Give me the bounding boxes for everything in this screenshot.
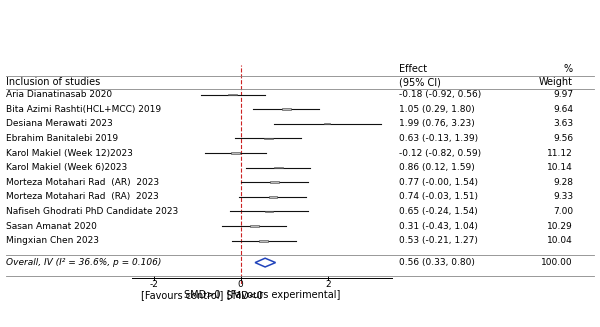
Text: Morteza Motahari Rad  (AR)  2023: Morteza Motahari Rad (AR) 2023 — [6, 178, 159, 187]
Text: Aria Dianatinasab 2020: Aria Dianatinasab 2020 — [6, 90, 112, 99]
Text: 10.29: 10.29 — [547, 222, 573, 231]
Text: %: % — [564, 64, 573, 74]
Text: Weight: Weight — [539, 77, 573, 87]
Text: 0.74 (-0.03, 1.51): 0.74 (-0.03, 1.51) — [399, 192, 478, 201]
Text: 0: 0 — [238, 280, 244, 289]
Text: -0.12 (-0.82, 0.59): -0.12 (-0.82, 0.59) — [399, 148, 481, 158]
Text: 10.04: 10.04 — [547, 236, 573, 245]
FancyBboxPatch shape — [274, 167, 283, 168]
FancyBboxPatch shape — [229, 94, 238, 95]
Text: 9.64: 9.64 — [553, 105, 573, 114]
Text: 7.00: 7.00 — [553, 207, 573, 216]
FancyBboxPatch shape — [231, 152, 241, 154]
Polygon shape — [255, 258, 275, 267]
FancyBboxPatch shape — [264, 138, 272, 139]
Text: 9.56: 9.56 — [553, 134, 573, 143]
Text: 9.28: 9.28 — [553, 178, 573, 187]
Text: -0.18 (-0.92, 0.56): -0.18 (-0.92, 0.56) — [399, 90, 481, 99]
Text: [Favours control] SMD<0: [Favours control] SMD<0 — [140, 290, 263, 300]
Text: 11.12: 11.12 — [547, 148, 573, 158]
Text: 3.63: 3.63 — [553, 119, 573, 128]
FancyBboxPatch shape — [250, 225, 259, 227]
FancyBboxPatch shape — [324, 123, 331, 124]
Text: 9.33: 9.33 — [553, 192, 573, 201]
Text: Morteza Motahari Rad  (RA)  2023: Morteza Motahari Rad (RA) 2023 — [6, 192, 159, 201]
Text: Inclusion of studies: Inclusion of studies — [6, 77, 100, 87]
Text: 0.56 (0.33, 0.80): 0.56 (0.33, 0.80) — [399, 258, 475, 267]
Text: 1.99 (0.76, 3.23): 1.99 (0.76, 3.23) — [399, 119, 475, 128]
Text: 10.14: 10.14 — [547, 163, 573, 172]
FancyBboxPatch shape — [282, 108, 291, 110]
FancyBboxPatch shape — [269, 196, 277, 198]
Text: Effect: Effect — [399, 64, 427, 74]
Text: 0.31 (-0.43, 1.04): 0.31 (-0.43, 1.04) — [399, 222, 478, 231]
Text: 100.00: 100.00 — [541, 258, 573, 267]
Text: Karol Makiel (Week 6)2023: Karol Makiel (Week 6)2023 — [6, 163, 127, 172]
Text: Ebrahim Banitalebi 2019: Ebrahim Banitalebi 2019 — [6, 134, 118, 143]
FancyBboxPatch shape — [270, 181, 278, 183]
Text: (95% CI): (95% CI) — [399, 77, 441, 87]
Text: -2: -2 — [149, 280, 158, 289]
Text: 2: 2 — [325, 280, 331, 289]
Text: Sasan Amanat 2020: Sasan Amanat 2020 — [6, 222, 97, 231]
Text: SMD>0  [Favours experimental]: SMD>0 [Favours experimental] — [184, 290, 341, 300]
FancyBboxPatch shape — [259, 240, 268, 242]
FancyBboxPatch shape — [265, 211, 273, 212]
Text: 0.65 (-0.24, 1.54): 0.65 (-0.24, 1.54) — [399, 207, 478, 216]
Text: Nafiseh Ghodrati PhD Candidate 2023: Nafiseh Ghodrati PhD Candidate 2023 — [6, 207, 178, 216]
Text: Bita Azimi Rashti(HCL+MCC) 2019: Bita Azimi Rashti(HCL+MCC) 2019 — [6, 105, 161, 114]
Text: Karol Makiel (Week 12)2023: Karol Makiel (Week 12)2023 — [6, 148, 133, 158]
Text: Desiana Merawati 2023: Desiana Merawati 2023 — [6, 119, 113, 128]
Text: 0.53 (-0.21, 1.27): 0.53 (-0.21, 1.27) — [399, 236, 478, 245]
Text: 0.86 (0.12, 1.59): 0.86 (0.12, 1.59) — [399, 163, 475, 172]
Text: 9.97: 9.97 — [553, 90, 573, 99]
Text: 1.05 (0.29, 1.80): 1.05 (0.29, 1.80) — [399, 105, 475, 114]
Text: Mingxian Chen 2023: Mingxian Chen 2023 — [6, 236, 99, 245]
Text: 0.77 (-0.00, 1.54): 0.77 (-0.00, 1.54) — [399, 178, 478, 187]
Text: 0.63 (-0.13, 1.39): 0.63 (-0.13, 1.39) — [399, 134, 478, 143]
Text: Overall, IV (I² = 36.6%, p = 0.106): Overall, IV (I² = 36.6%, p = 0.106) — [6, 258, 161, 267]
